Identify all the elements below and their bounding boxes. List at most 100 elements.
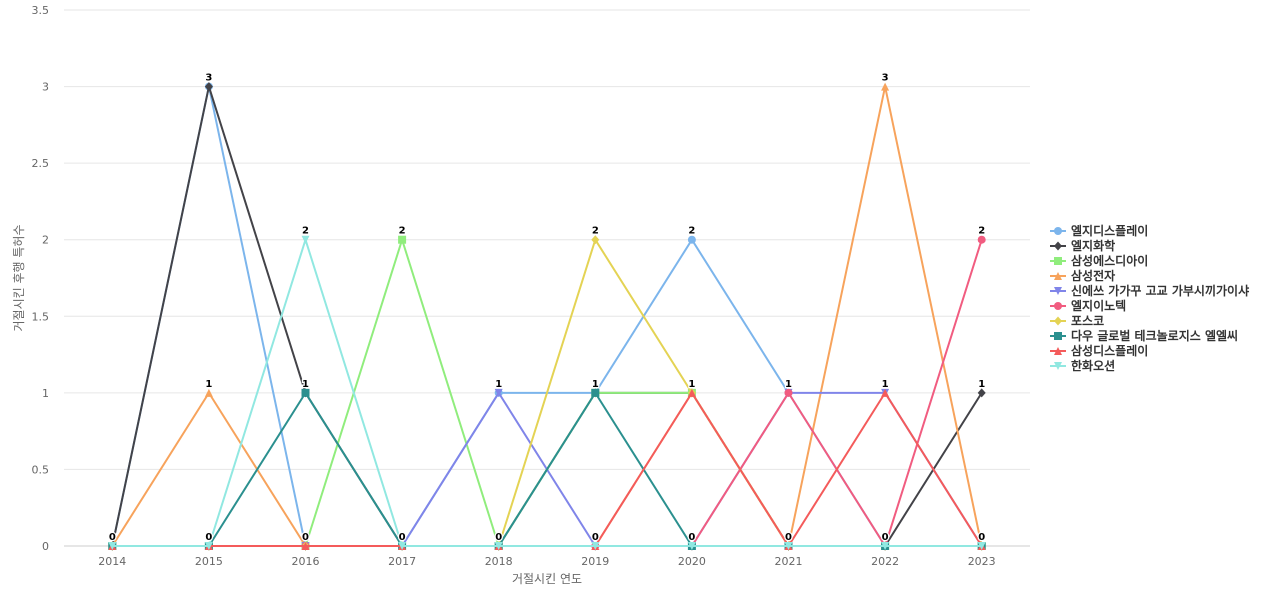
legend-marker-icon[interactable] [1054, 301, 1062, 310]
legend-item[interactable]: 엘지이노텍 [1050, 298, 1249, 313]
data-label: 1 [592, 379, 599, 390]
legend-item[interactable]: 한화오션 [1050, 358, 1249, 373]
y-tick-label: 3 [42, 81, 49, 94]
data-point[interactable] [398, 235, 407, 244]
data-point[interactable] [301, 388, 310, 397]
data-point[interactable] [784, 542, 793, 550]
x-tick-label: 2020 [678, 555, 706, 568]
data-point[interactable] [108, 542, 117, 550]
data-point[interactable] [881, 82, 890, 91]
data-label: 2 [978, 226, 985, 237]
legend-label: 다우 글로벌 테크놀로지스 엘엘씨 [1071, 329, 1239, 343]
legend-swatch-icon [1050, 331, 1066, 340]
legend-marker-icon[interactable] [1054, 331, 1062, 340]
legend-marker-icon[interactable] [1054, 286, 1062, 295]
data-point[interactable] [591, 542, 600, 550]
data-labels: 0 0 1 3 0 1 2 0 2 0 1 0 1 2 0 1 2 0 1 0 1 3 0 1 2 [108, 71, 987, 544]
data-point[interactable] [494, 388, 503, 397]
y-tick-label: 1 [42, 387, 49, 400]
data-point[interactable] [591, 388, 600, 397]
legend-marker-icon[interactable] [1054, 361, 1062, 370]
legend-marker-icon[interactable] [1054, 226, 1062, 235]
x-tick-label: 2015 [195, 555, 223, 568]
data-point[interactable] [398, 542, 407, 550]
legend-marker-icon[interactable] [1054, 256, 1062, 265]
data-point[interactable] [687, 235, 696, 244]
legend-item[interactable]: 신에쓰 가가꾸 고교 가부시끼가이샤 [1050, 283, 1249, 298]
data-label: 0 [109, 532, 116, 543]
data-point[interactable] [881, 542, 890, 550]
legend-item[interactable]: 다우 글로벌 테크놀로지스 엘엘씨 [1050, 328, 1249, 343]
legend-swatch-icon [1050, 286, 1066, 295]
data-label: 0 [785, 532, 792, 543]
legend-label: 삼성디스플레이 [1071, 344, 1149, 358]
legend-label: 한화오션 [1071, 359, 1116, 373]
data-label: 0 [205, 532, 212, 543]
data-point[interactable] [687, 388, 696, 397]
data-point[interactable] [977, 235, 986, 244]
data-label: 0 [978, 532, 985, 543]
data-point[interactable] [301, 542, 310, 550]
data-point[interactable] [204, 388, 213, 397]
y-tick-label: 2.5 [32, 157, 50, 170]
legend-swatch-icon [1050, 346, 1066, 355]
data-label: 2 [592, 226, 599, 237]
data-label: 2 [688, 226, 695, 237]
series-line[interactable] [111, 238, 983, 547]
data-label: 1 [205, 379, 212, 390]
x-tick-label: 2019 [581, 555, 609, 568]
data-label: 0 [882, 532, 889, 543]
legend-swatch-icon [1050, 256, 1066, 265]
legend-item[interactable]: 삼성전자 [1050, 268, 1249, 283]
legend-swatch-icon [1050, 241, 1066, 250]
x-tick-label: 2014 [98, 555, 126, 568]
data-point[interactable] [204, 542, 213, 550]
data-label: 1 [688, 379, 695, 390]
legend-label: 엘지디스플레이 [1071, 224, 1149, 238]
legend-marker-icon[interactable] [1054, 316, 1062, 325]
data-label: 0 [399, 532, 406, 543]
x-axis-ticks: 2014 2015 2016 2017 2018 2019 2020 2021 2022 2023 [98, 546, 996, 568]
data-label: 3 [882, 73, 889, 84]
legend-swatch-icon [1050, 301, 1066, 310]
y-tick-label: 3.5 [32, 4, 50, 17]
legend-item[interactable]: 포스코 [1050, 313, 1249, 328]
legend-label: 삼성에스디아이 [1071, 254, 1149, 268]
data-label: 2 [302, 226, 309, 237]
legend-item[interactable]: 삼성에스디아이 [1050, 253, 1249, 268]
legend-marker-icon[interactable] [1054, 241, 1062, 250]
y-axis-ticks: 0 0.5 1 1.5 2 2.5 3 3.5 [32, 4, 50, 553]
data-label: 3 [205, 73, 212, 84]
legend-item[interactable]: 삼성디스플레이 [1050, 343, 1249, 358]
legend-marker-icon[interactable] [1054, 271, 1062, 280]
legend-swatch-icon [1050, 316, 1066, 325]
data-point[interactable] [687, 542, 696, 550]
x-tick-label: 2016 [292, 555, 320, 568]
data-point[interactable] [301, 235, 310, 244]
legend-label: 신에쓰 가가꾸 고교 가부시끼가이샤 [1071, 284, 1250, 298]
data-label: 1 [495, 379, 502, 390]
legend-item[interactable]: 엘지화학 [1050, 238, 1249, 253]
series-lines [108, 82, 986, 551]
legend-marker-icon[interactable] [1054, 346, 1062, 355]
data-label: 2 [399, 226, 406, 237]
y-tick-label: 2 [42, 234, 49, 247]
data-point[interactable] [784, 388, 793, 397]
data-point[interactable] [494, 542, 503, 550]
data-point[interactable] [881, 388, 890, 397]
data-point[interactable] [977, 542, 986, 550]
legend-label: 포스코 [1071, 314, 1105, 328]
data-label: 0 [592, 532, 599, 543]
data-point[interactable] [591, 235, 600, 245]
data-point[interactable] [977, 388, 986, 398]
data-point[interactable] [204, 82, 213, 92]
legend-label: 엘지화학 [1071, 239, 1116, 253]
y-axis-title: 거절시킨 후행 특허수 [11, 225, 26, 332]
data-label: 1 [882, 379, 889, 390]
x-axis-title: 거절시킨 연도 [512, 572, 582, 586]
legend: 엘지디스플레이 엘지화학 삼성에스디아이 삼성전자 신에쓰 가가꾸 고교 가부시끼가이샤… [1050, 223, 1249, 373]
legend-item[interactable]: 엘지디스플레이 [1050, 223, 1249, 238]
data-label: 1 [978, 379, 985, 390]
legend-swatch-icon [1050, 226, 1066, 235]
